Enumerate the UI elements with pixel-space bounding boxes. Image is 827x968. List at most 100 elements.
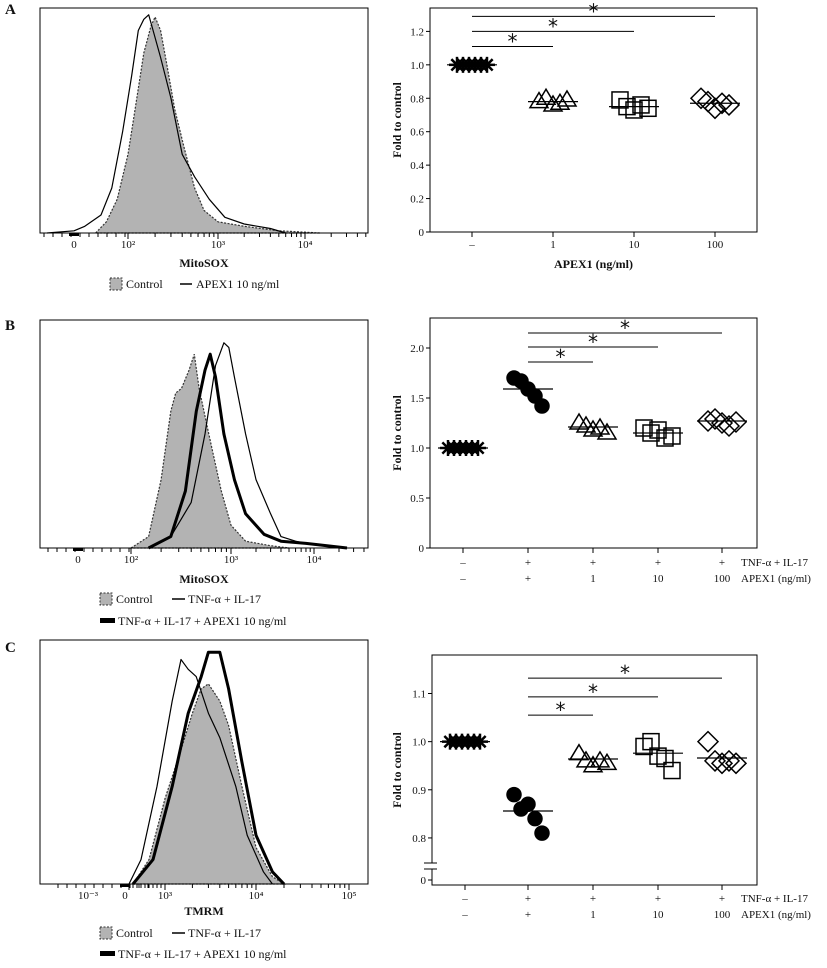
marker-circle xyxy=(527,810,543,827)
x-tick-label: + xyxy=(525,557,531,569)
histogram-a: 0 10² 10³ 10⁴ MitoSOX Control APEX1 10 ng/ml xyxy=(39,7,369,291)
legend-label: TNF-α + IL-17 xyxy=(188,592,261,606)
y-tick-label: 2.0 xyxy=(410,343,424,355)
marker-square xyxy=(663,427,681,445)
y-tick-label: 0 xyxy=(421,875,427,887)
x-tick-label: + xyxy=(719,557,725,569)
scatter-c: 0 0.8 0.9 1.0 1.1 Fold to control – + + + + TNF-α +… xyxy=(390,654,811,921)
marker-triangle xyxy=(568,743,590,761)
panel-label-b: B xyxy=(5,318,15,334)
y-tick-label: 1.0 xyxy=(410,60,424,72)
marker-square xyxy=(635,737,653,756)
marker-triangle xyxy=(528,91,550,109)
x-tick-label: 10² xyxy=(121,239,136,251)
plot-frame xyxy=(39,639,369,885)
y-tick-label: 0 xyxy=(419,227,425,239)
marker-diamond xyxy=(703,97,727,120)
marker-triangle xyxy=(535,87,557,106)
row-label: TNF-α + IL-17 xyxy=(741,557,808,569)
x-tick-label: 10⁻³ xyxy=(78,890,99,902)
panel-label-a: A xyxy=(5,2,16,18)
legend-label: TNF-α + IL-17 + APEX1 10 ng/ml xyxy=(118,614,287,628)
significance-star: * xyxy=(508,29,518,53)
row-label: TNF-α + IL-17 xyxy=(741,893,808,905)
x-tick-label: – xyxy=(459,557,466,569)
marker-circle xyxy=(534,825,550,841)
group-3 xyxy=(689,87,741,120)
x-tick-label: 10 xyxy=(653,573,665,585)
x-tick-label: 10³ xyxy=(211,239,226,251)
x-axis-label: TMRM xyxy=(184,904,223,918)
group-2 xyxy=(568,743,618,773)
marker-diamond xyxy=(717,93,741,117)
y-tick-label: 1.5 xyxy=(410,393,424,405)
marker-diamond xyxy=(724,410,748,434)
x-tick-label: – xyxy=(461,909,468,921)
histogram-curve-thick-line xyxy=(147,352,348,550)
y-tick-label: 0.9 xyxy=(412,785,426,797)
marker-diamond xyxy=(689,87,713,110)
y-axis-label: Fold to control xyxy=(390,731,404,807)
marker-square xyxy=(635,419,653,437)
significance-star: * xyxy=(556,345,566,369)
marker-triangle xyxy=(596,752,618,771)
x-axis-label: APEX1 (ng/ml) xyxy=(554,257,633,271)
significance-star: * xyxy=(548,14,558,38)
group-0 xyxy=(447,56,497,73)
y-tick-label: 1.0 xyxy=(412,737,426,749)
y-tick-label: 0.8 xyxy=(410,93,424,105)
histogram-c: 10⁻³ 0 10³ 10⁴ 10⁵ TMRM Control TNF-α + IL-17 TN… xyxy=(39,639,369,961)
y-axis-label: Fold to control xyxy=(390,81,404,157)
legend-label: Control xyxy=(126,277,163,291)
marker-square xyxy=(656,429,674,447)
plot-frame xyxy=(431,654,758,886)
marker-triangle xyxy=(596,422,618,440)
marker-diamond xyxy=(717,414,741,438)
y-tick-label: 0.4 xyxy=(410,160,424,172)
legend: Control APEX1 10 ng/ml xyxy=(109,277,280,291)
zero-marker xyxy=(69,233,79,236)
marker-square xyxy=(639,99,657,118)
x-tick-label: + xyxy=(590,557,596,569)
legend-label: TNF-α + IL-17 + APEX1 10 ng/ml xyxy=(118,947,287,961)
y-tick-label: 1.1 xyxy=(412,689,426,701)
group-1 xyxy=(503,786,553,841)
histogram-curve-thick-line xyxy=(131,650,286,886)
group-4 xyxy=(696,407,748,438)
marker-circle xyxy=(520,796,536,812)
significance-star: * xyxy=(620,316,630,340)
x-tick-label: 10⁵ xyxy=(342,890,357,902)
x-tick-label: + xyxy=(525,573,531,585)
legend-swatch-control xyxy=(109,277,123,291)
x-tick-label: 0 xyxy=(75,554,81,566)
x-tick-label: 0 xyxy=(71,239,77,251)
plot-frame xyxy=(39,7,369,234)
marker-diamond xyxy=(703,407,727,431)
marker-triangle xyxy=(556,89,578,107)
legend: Control TNF-α + IL-17 TNF-α + IL-17 + APEX… xyxy=(99,926,287,961)
x-tick-label: 10³ xyxy=(224,554,239,566)
group-0 xyxy=(440,733,490,750)
x-tick-label: + xyxy=(590,893,596,905)
x-tick-label: + xyxy=(719,893,725,905)
x-tick-label: 10³ xyxy=(158,890,173,902)
y-tick-label: 1.2 xyxy=(410,26,424,38)
histogram-curve-thin-line xyxy=(46,14,286,234)
histogram-b: 0 10² 10³ 10⁴ MitoSOX Control TNF-α + IL-17 TNF… xyxy=(39,319,369,628)
x-tick-label: + xyxy=(655,893,661,905)
x-axis-label: MitoSOX xyxy=(179,572,229,586)
row-label: APEX1 (ng/ml) xyxy=(741,909,811,921)
legend-label: TNF-α + IL-17 xyxy=(188,926,261,940)
legend-label: Control xyxy=(116,926,153,940)
group-2 xyxy=(568,412,618,440)
legend-swatch-thick-line xyxy=(100,618,115,623)
marker-square xyxy=(611,91,629,109)
x-tick-label: + xyxy=(525,893,531,905)
marker-diamond xyxy=(696,409,720,433)
group-2 xyxy=(609,91,659,119)
legend-swatch-thick-line xyxy=(100,951,115,956)
row-label: APEX1 (ng/ml) xyxy=(741,573,811,585)
x-tick-label: – xyxy=(468,239,475,251)
y-tick-label: 0.6 xyxy=(410,127,424,139)
